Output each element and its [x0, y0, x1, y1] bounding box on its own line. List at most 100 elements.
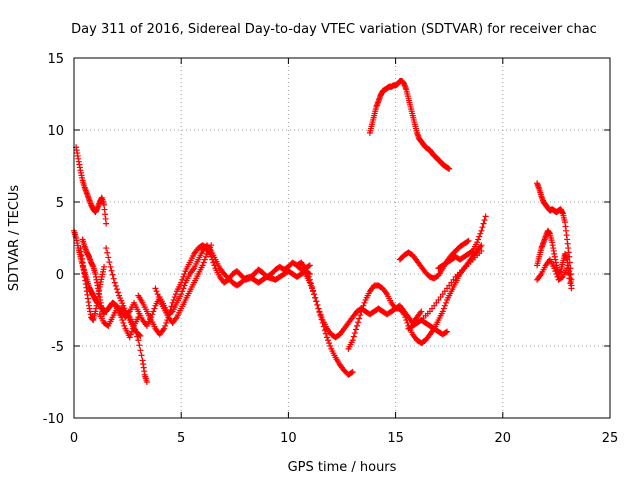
data-point — [181, 271, 188, 277]
data-point — [119, 317, 126, 324]
data-point — [567, 280, 574, 287]
data-point — [474, 239, 481, 246]
data-point — [313, 298, 320, 305]
data-point — [155, 294, 162, 301]
series-trace-8 — [135, 242, 313, 338]
data-point — [442, 329, 449, 336]
data-point — [110, 275, 117, 282]
data-point — [302, 265, 309, 272]
x-tick-labels: 0 5 10 15 20 25 — [70, 431, 618, 446]
data-point — [120, 319, 127, 326]
data-point — [360, 302, 367, 309]
data-point — [401, 311, 408, 318]
data-point — [568, 285, 575, 292]
series-trace-7 — [113, 242, 313, 329]
data-point — [323, 334, 330, 341]
data-point — [103, 245, 110, 252]
data-point — [113, 286, 120, 293]
series-trace-16 — [418, 247, 485, 324]
data-point — [442, 299, 449, 306]
data-point — [552, 268, 559, 275]
data-point — [127, 331, 134, 338]
data-point — [482, 213, 489, 220]
data-point — [163, 319, 170, 326]
data-point — [564, 265, 571, 272]
series-trace-19 — [534, 227, 575, 289]
data-point — [153, 288, 160, 295]
data-point — [327, 343, 334, 349]
data-point — [315, 305, 322, 312]
data-point — [354, 322, 361, 329]
data-point — [418, 308, 425, 315]
data-point — [325, 337, 332, 344]
series-trace-15 — [435, 213, 489, 272]
data-point — [179, 288, 186, 295]
data-point — [199, 262, 206, 269]
data-point — [479, 224, 486, 231]
data-point — [154, 291, 161, 298]
data-point — [304, 271, 311, 277]
data-points — [71, 78, 575, 385]
data-point — [566, 275, 573, 282]
axis-ticks — [73, 57, 611, 419]
data-point — [169, 299, 176, 306]
data-point — [135, 337, 142, 344]
data-point — [107, 263, 114, 270]
data-point — [180, 273, 187, 280]
series-trace-18 — [534, 180, 575, 283]
plot-frame — [73, 57, 611, 419]
series-trace-9 — [152, 242, 215, 326]
data-point — [305, 263, 312, 270]
data-point — [318, 314, 325, 321]
data-point — [478, 242, 485, 249]
data-point — [209, 256, 216, 263]
y-tick-label: 0 — [56, 268, 64, 283]
data-point — [181, 282, 188, 289]
data-point — [465, 237, 472, 244]
data-point — [317, 311, 324, 318]
data-point — [208, 253, 215, 260]
data-point — [351, 330, 358, 337]
data-point — [135, 314, 142, 321]
data-point — [305, 273, 312, 280]
data-point — [444, 328, 451, 335]
y-tick-label: 10 — [47, 124, 64, 139]
data-point — [172, 291, 179, 298]
data-point — [314, 301, 321, 308]
data-point — [118, 314, 125, 321]
data-point — [357, 312, 364, 319]
data-point — [129, 325, 136, 332]
data-point — [348, 369, 355, 376]
data-point — [307, 280, 314, 287]
data-point — [478, 227, 485, 234]
y-axis-label: SDTVAR / TECUs — [7, 185, 22, 292]
data-point — [111, 279, 118, 286]
data-point — [168, 303, 175, 310]
x-tick-label: 20 — [495, 431, 512, 446]
data-point — [322, 330, 329, 337]
y-tick-label: 5 — [56, 196, 64, 211]
data-point — [361, 299, 368, 306]
data-point — [136, 342, 143, 349]
data-point — [478, 247, 485, 254]
x-axis-label: GPS time / hours — [288, 460, 397, 475]
data-point — [137, 332, 144, 339]
data-point — [178, 279, 185, 286]
series-trace-21 — [96, 305, 142, 341]
data-point — [161, 325, 168, 332]
data-point — [149, 311, 156, 318]
data-point — [211, 262, 218, 269]
data-point — [352, 326, 359, 333]
data-point — [306, 276, 313, 283]
data-point — [464, 238, 471, 245]
y-tick-labels: -10 -5 0 5 10 15 — [43, 52, 64, 427]
data-point — [311, 291, 318, 298]
data-point — [105, 254, 112, 261]
data-point — [303, 268, 310, 275]
data-point — [101, 263, 108, 270]
data-point — [202, 253, 209, 260]
data-point — [326, 340, 333, 347]
chart-title: Day 311 of 2016, Sidereal Day-to-day VTE… — [71, 22, 597, 37]
series-trace-17 — [366, 78, 453, 172]
